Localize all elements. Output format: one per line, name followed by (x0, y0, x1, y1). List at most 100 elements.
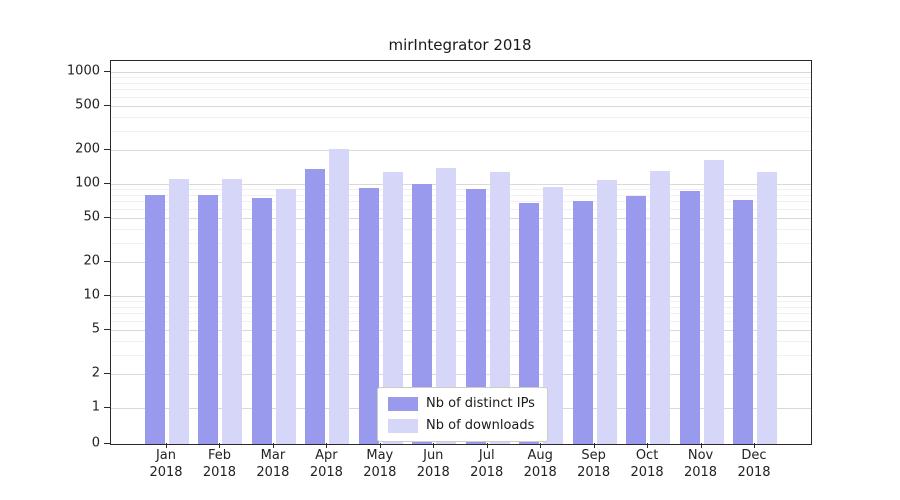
x-tick-month: Jul (478, 448, 495, 463)
x-tick-month: Apr (315, 448, 338, 463)
y-tick-mark (104, 295, 110, 296)
x-tick-label: May 2018 (350, 448, 410, 482)
y-tick-label: 50 (83, 209, 100, 225)
major-gridline (111, 374, 811, 376)
x-tick-label: Nov 2018 (671, 448, 731, 482)
minor-gridline (111, 189, 811, 191)
legend-item-downloads: Nb of downloads (388, 418, 535, 433)
x-tick-mark (219, 443, 221, 448)
minor-gridline (111, 89, 811, 91)
major-gridline (111, 329, 811, 331)
x-tick-label: Apr 2018 (296, 448, 356, 482)
bar-distinct-ips-may (358, 187, 379, 444)
x-tick-mark (593, 443, 595, 448)
x-tick-label: Mar 2018 (243, 448, 303, 482)
y-axis-labels: 0 1 2 5 10 20 50 100 200 500 1000 (0, 60, 100, 451)
chart-title: mirIntegrator 2018 (388, 36, 532, 54)
x-tick-label: Jun 2018 (403, 448, 463, 482)
minor-gridline (111, 116, 811, 118)
x-tick-mark (433, 443, 435, 448)
x-tick-month: Nov (687, 448, 714, 463)
minor-gridline (111, 77, 811, 79)
y-tick-mark (104, 71, 110, 72)
major-gridline (111, 150, 811, 152)
x-tick-month: Mar (260, 448, 286, 463)
x-tick-month: Aug (527, 448, 553, 463)
major-gridline (111, 217, 811, 219)
legend: Nb of distinct IPs Nb of downloads (377, 387, 548, 442)
x-tick-year: 2018 (470, 464, 504, 480)
x-tick-mark (486, 443, 488, 448)
y-tick-label: 100 (75, 175, 100, 191)
y-tick-label: 2 (91, 365, 100, 381)
bar-downloads-jun (436, 167, 457, 444)
y-tick-mark (104, 373, 110, 375)
x-tick-mark (540, 443, 542, 448)
x-tick-month: Feb (207, 448, 231, 463)
y-tick-mark (104, 104, 110, 106)
x-tick-label: Dec 2018 (724, 448, 784, 482)
y-tick-label: 1 (91, 399, 100, 415)
x-tick-label: Sep 2018 (564, 448, 624, 482)
x-tick-month: Sep (581, 448, 606, 463)
x-tick-label: Jan 2018 (136, 448, 196, 482)
legend-swatch-distinct-ips (388, 396, 418, 411)
minor-gridline (111, 313, 811, 315)
bar-distinct-ips-mar (251, 198, 272, 444)
minor-gridline (111, 320, 811, 322)
legend-label-distinct-ips: Nb of distinct IPs (426, 396, 535, 411)
minor-gridline (111, 194, 811, 196)
x-tick-month: Jan (155, 448, 177, 463)
x-tick-year: 2018 (737, 464, 771, 480)
y-tick-mark (104, 443, 110, 444)
bar-distinct-ips-oct (626, 196, 647, 444)
x-tick-year: 2018 (683, 464, 718, 480)
minor-gridline (111, 201, 811, 203)
bar-distinct-ips-nov (679, 190, 700, 444)
y-tick-label: 500 (75, 97, 100, 113)
minor-gridline (111, 340, 811, 342)
bar-downloads-may (382, 172, 403, 444)
x-tick-month: May (366, 448, 394, 463)
x-tick-year: 2018 (149, 464, 183, 480)
bar-downloads-feb (222, 178, 243, 444)
x-axis-labels: Jan 2018 Feb 2018 Mar 2018 Apr 2018 May 2018 Jun 20… (110, 448, 810, 488)
y-tick-mark (104, 216, 110, 218)
bar-downloads-jan (169, 179, 189, 444)
x-tick-mark (700, 443, 702, 448)
x-tick-mark (754, 443, 755, 448)
y-tick-label: 5 (91, 321, 100, 337)
x-tick-year: 2018 (309, 464, 343, 480)
bar-downloads-aug (543, 186, 564, 444)
bar-distinct-ips-jul (465, 189, 486, 444)
x-tick-month: Jun (423, 448, 444, 463)
legend-swatch-downloads (388, 418, 418, 433)
y-tick-label: 200 (75, 141, 100, 157)
bar-distinct-ips-apr (305, 169, 326, 444)
x-tick-label: Feb 2018 (189, 448, 249, 482)
minor-gridline (111, 96, 811, 98)
bar-downloads-apr (329, 149, 350, 444)
y-tick-label: 20 (83, 253, 100, 269)
bar-downloads-sep (596, 180, 617, 444)
y-tick-mark (104, 407, 110, 408)
x-tick-year: 2018 (630, 464, 664, 480)
bar-distinct-ips-feb (198, 194, 219, 444)
x-tick-mark (379, 443, 381, 448)
y-tick-mark (104, 149, 110, 151)
x-tick-mark (166, 443, 167, 448)
legend-label-downloads: Nb of downloads (426, 418, 535, 433)
x-tick-mark (326, 443, 328, 448)
bar-distinct-ips-jun (412, 184, 433, 444)
y-tick-mark (104, 183, 110, 184)
minor-gridline (111, 301, 811, 303)
x-tick-year: 2018 (523, 464, 557, 480)
minor-gridline (111, 228, 811, 230)
x-tick-mark (272, 443, 274, 448)
minor-gridline (111, 82, 811, 84)
bar-downloads-oct (650, 170, 671, 444)
minor-gridline (111, 242, 811, 244)
x-tick-label: Jul 2018 (457, 448, 517, 482)
major-gridline (111, 105, 811, 107)
x-tick-year: 2018 (416, 464, 450, 480)
